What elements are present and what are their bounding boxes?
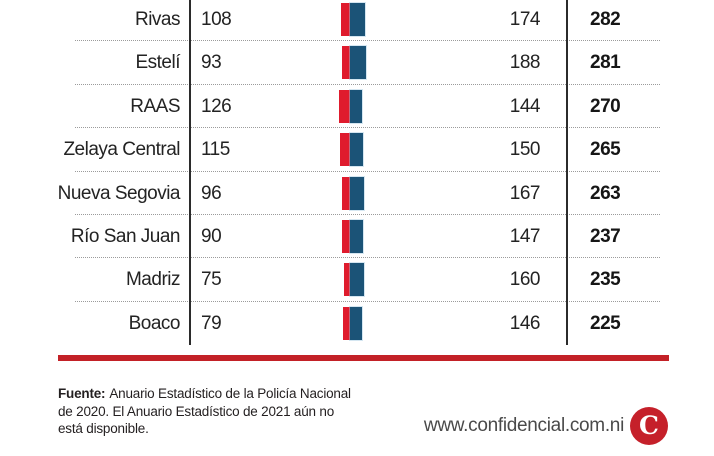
row-separator [75, 170, 660, 172]
source-note: Fuente: Anuario Estadístico de la Policía… [58, 385, 352, 438]
bar-segment-blue [350, 133, 363, 167]
bar-segment-blue [350, 176, 365, 210]
value2-cell: 144 [509, 95, 541, 117]
department-label: RAAS [130, 95, 180, 117]
table-row: RAAS 126 144 270 [0, 85, 714, 129]
department-label: Boaco [128, 312, 181, 334]
bar-segment-red [343, 306, 350, 340]
source-label: Fuente: [58, 386, 106, 401]
value1-cell: 126 [201, 95, 232, 117]
total-cell: 265 [590, 139, 621, 161]
table-body: Rivas 108 174 282 Estelí 93 188 281 RAAS… [0, 0, 714, 345]
value1-cell: 90 [201, 225, 222, 247]
logo-letter: C [639, 410, 659, 440]
table-row: Estelí 93 188 281 [0, 41, 714, 85]
value2-cell: 146 [509, 312, 541, 334]
table-row: Zelaya Central 115 150 265 [0, 128, 714, 172]
value2-cell: 147 [509, 225, 541, 247]
total-cell: 263 [590, 182, 621, 204]
total-cell: 235 [590, 269, 621, 291]
department-label: Rivas [134, 9, 181, 30]
value2-cell: 174 [509, 9, 541, 30]
bar-segment-red [339, 89, 350, 123]
bar-segment-blue [350, 219, 363, 253]
bar-segment-red [342, 46, 350, 80]
value2-cell: 150 [509, 139, 541, 161]
row-separator [75, 300, 660, 302]
bar-segment-red [340, 3, 350, 36]
total-cell: 282 [590, 9, 621, 30]
bar-segment-blue [350, 306, 363, 340]
row-separator [75, 40, 660, 42]
row-separator [75, 213, 660, 215]
table-row: Nueva Segovia 96 167 263 [0, 172, 714, 215]
bar-segment-red [343, 263, 350, 297]
bar-segment-blue [350, 263, 364, 297]
row-separator [75, 83, 660, 85]
bar-segment-blue [350, 46, 366, 80]
value1-cell: 96 [201, 182, 222, 204]
department-label: Río San Juan [70, 225, 181, 247]
department-label: Nueva Segovia [57, 182, 181, 204]
bar-segment-red [340, 133, 350, 167]
value1-cell: 79 [201, 312, 222, 334]
department-label: Madriz [125, 269, 181, 291]
value1-cell: 108 [201, 9, 232, 30]
department-label: Zelaya Central [63, 139, 180, 161]
bar-segment-red [341, 176, 350, 210]
website-url: www.confidencial.com.ni [423, 415, 624, 436]
value2-cell: 188 [509, 52, 541, 74]
value2-cell: 167 [509, 182, 541, 204]
table-row: Rivas 108 174 282 [0, 0, 714, 42]
bar-segment-blue [350, 89, 363, 123]
department-label: Estelí [135, 52, 180, 74]
total-cell: 270 [590, 95, 621, 117]
total-cell: 225 [590, 312, 621, 334]
value1-cell: 75 [201, 269, 222, 291]
bar-segment-blue [350, 3, 365, 36]
row-separator [75, 257, 660, 259]
table-row: Madriz 75 160 235 [0, 258, 714, 302]
table-right-rule [566, 0, 568, 345]
total-cell: 281 [590, 52, 621, 74]
table-row: Río San Juan 90 147 237 [0, 215, 714, 259]
source-text: Anuario Estadístico de la Policía Nacion… [58, 386, 351, 436]
divider-red-rule [58, 355, 669, 361]
value2-cell: 160 [509, 269, 541, 291]
value1-cell: 115 [201, 139, 230, 161]
bar-segment-red [342, 219, 350, 253]
row-separator [75, 127, 660, 129]
website-row: www.confidencial.com.ni C [424, 407, 668, 445]
total-cell: 237 [590, 225, 621, 247]
value1-cell: 93 [201, 52, 222, 74]
confidencial-logo-icon: C [630, 407, 668, 445]
table-row: Boaco 79 146 225 [0, 302, 714, 345]
table-left-rule [189, 0, 191, 345]
